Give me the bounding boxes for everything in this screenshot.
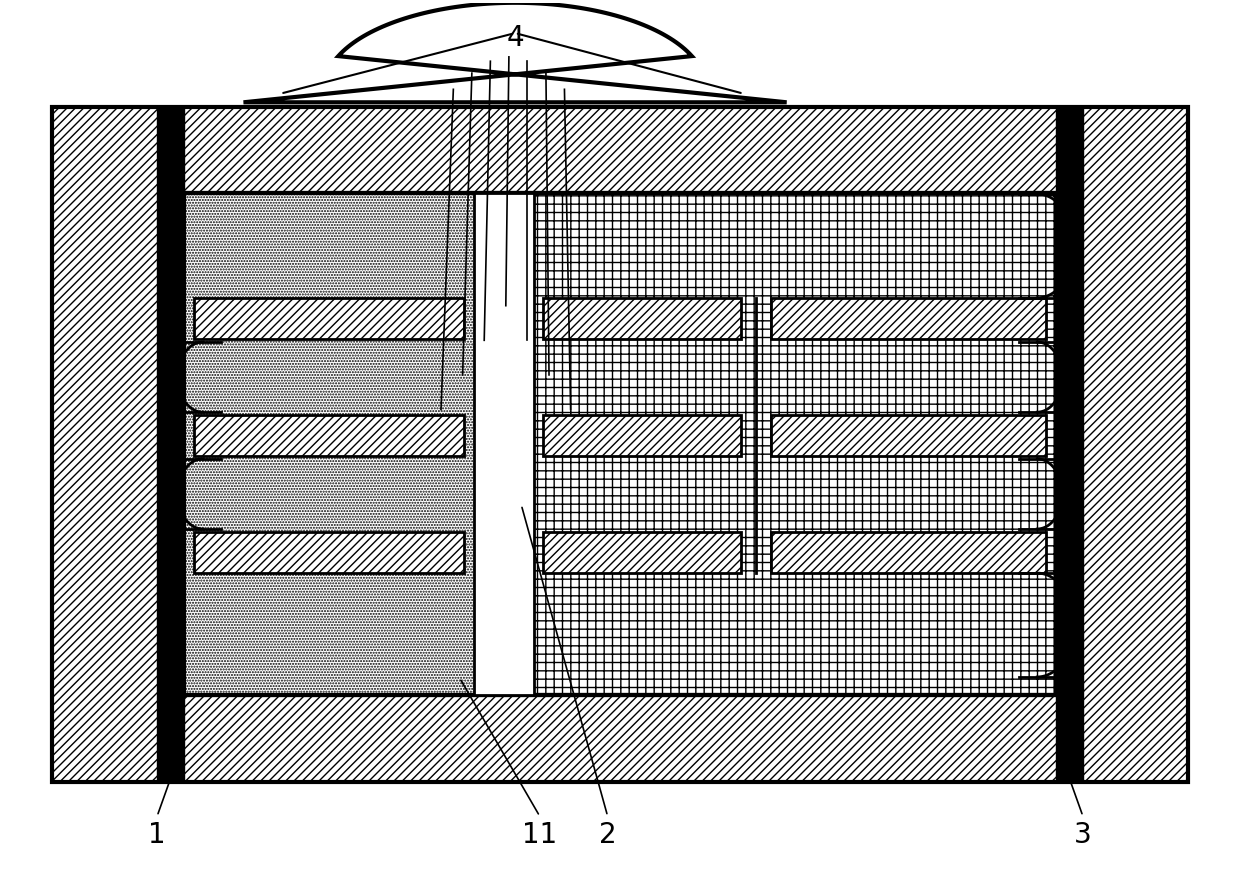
Bar xyxy=(770,531,1045,573)
Bar xyxy=(195,531,465,573)
Bar xyxy=(185,193,1055,695)
Text: 11: 11 xyxy=(522,820,558,848)
Polygon shape xyxy=(243,3,786,102)
Bar xyxy=(195,415,465,456)
Bar xyxy=(195,298,465,340)
Bar xyxy=(543,298,742,340)
Bar xyxy=(770,298,1045,340)
Bar xyxy=(185,106,1055,193)
Text: 3: 3 xyxy=(1074,820,1091,848)
Bar xyxy=(52,106,1188,781)
Bar xyxy=(185,695,1055,781)
Bar xyxy=(770,531,1045,573)
Bar xyxy=(1083,106,1188,781)
Bar xyxy=(1055,106,1083,781)
Bar xyxy=(770,298,1045,340)
Bar xyxy=(185,193,475,695)
Bar xyxy=(543,298,742,340)
Bar xyxy=(533,193,1055,695)
Bar xyxy=(475,193,533,695)
Text: 4: 4 xyxy=(506,24,523,52)
Text: 2: 2 xyxy=(599,820,616,848)
Bar xyxy=(157,106,185,781)
Bar xyxy=(543,531,742,573)
Bar xyxy=(52,106,157,781)
Bar xyxy=(195,415,465,456)
Bar xyxy=(543,415,742,456)
Bar xyxy=(543,531,742,573)
Bar xyxy=(195,531,465,573)
Text: 1: 1 xyxy=(149,820,166,848)
Bar xyxy=(770,415,1045,456)
Bar xyxy=(195,298,465,340)
Bar xyxy=(770,415,1045,456)
Bar xyxy=(543,415,742,456)
